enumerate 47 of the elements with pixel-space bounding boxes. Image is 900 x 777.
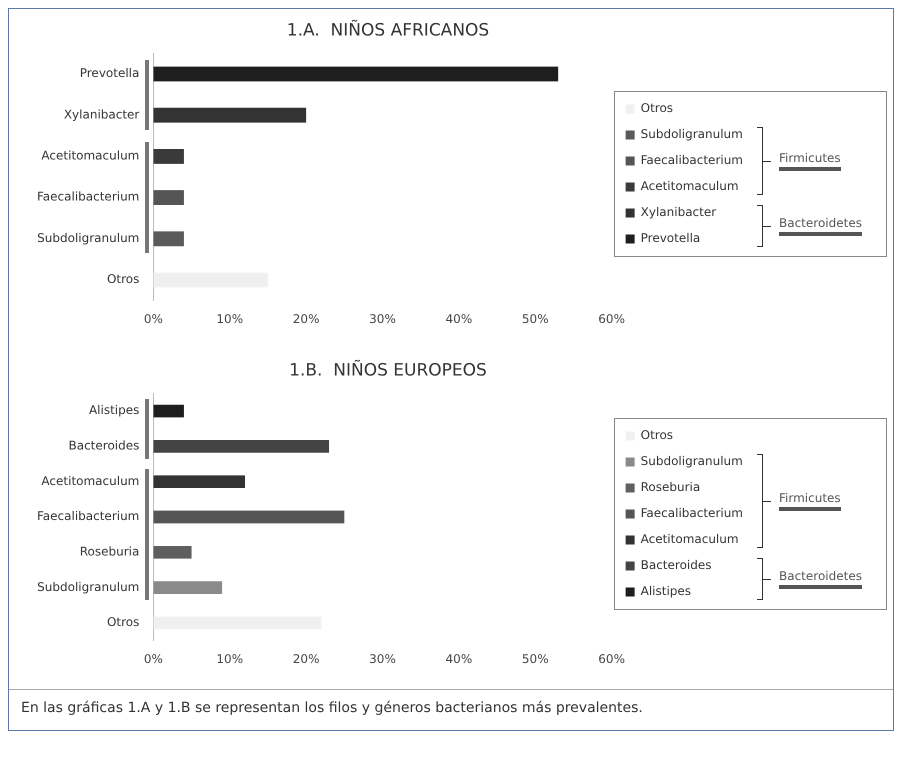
legend-label: Alistipes <box>640 584 692 598</box>
text: Bacteroidetes <box>779 216 862 230</box>
text: Firmicutes <box>779 151 841 165</box>
legend-label: Faecalibacterium <box>640 506 743 520</box>
legend-label: Acetitomaculum <box>640 179 739 194</box>
y-tick-label: Xylanibacter <box>64 107 140 122</box>
x-tick-label: 0% <box>144 312 163 326</box>
x-tick-label: 30% <box>369 652 396 666</box>
legend-label: Subdoligranulum <box>640 127 743 142</box>
y-tick-label: Faecalibacterium <box>37 509 140 524</box>
x-tick-label: 50% <box>522 312 549 326</box>
x-tick-label: 40% <box>446 312 472 326</box>
legend-label: Acetitomaculum <box>640 532 739 546</box>
text: En las gráficas 1.A y 1.B se representan los filos y géneros bacterianos más prevalentes. <box>9 689 893 730</box>
x-tick-label: 0% <box>144 652 163 666</box>
x-tick-label: 60% <box>598 652 625 666</box>
legend-label: Bacteroides <box>640 558 712 572</box>
x-tick-label: 10% <box>216 652 244 666</box>
y-tick-label: Subdoligranulum <box>37 230 140 245</box>
y-tick-label: Otros <box>106 615 140 630</box>
legend-label: Otros <box>640 101 674 116</box>
y-tick-label: Bacteroides <box>68 438 140 452</box>
y-tick-label: Prevotella <box>80 66 140 80</box>
legend-label: Otros <box>640 428 674 442</box>
x-tick-label: 10% <box>216 312 244 326</box>
x-tick-label: 30% <box>369 312 396 326</box>
legend-label: Subdoligranulum <box>640 454 743 468</box>
chart-title: 1.A. NIÑOS AFRICANOS <box>286 20 490 41</box>
x-tick-label: 60% <box>598 312 625 326</box>
x-tick-label: 20% <box>292 652 320 666</box>
legend-label: Roseburia <box>640 480 700 494</box>
y-tick-label: Acetitomaculum <box>41 148 140 163</box>
y-tick-label: Faecalibacterium <box>37 190 140 204</box>
legend-label: Faecalibacterium <box>640 153 743 168</box>
x-tick-label: 50% <box>522 652 549 666</box>
y-tick-label: Alistipes <box>88 403 140 418</box>
legend-label: Xylanibacter <box>640 205 716 220</box>
chart-title: 1.B. NIÑOS EUROPEOS <box>289 360 487 381</box>
text: Firmicutes <box>779 491 841 505</box>
x-tick-label: 20% <box>292 312 320 326</box>
legend-label: Prevotella <box>640 231 700 246</box>
y-tick-label: Roseburia <box>80 544 140 558</box>
y-tick-label: Acetitomaculum <box>41 474 140 488</box>
y-tick-label: Otros <box>106 272 140 286</box>
x-tick-label: 40% <box>446 652 472 666</box>
text: Bacteroidetes <box>779 569 862 583</box>
y-tick-label: Subdoligranulum <box>37 580 140 594</box>
